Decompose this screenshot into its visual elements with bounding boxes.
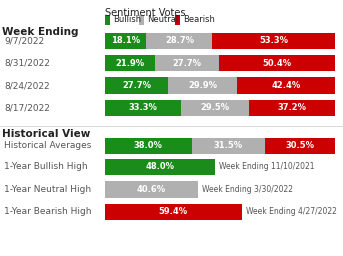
FancyBboxPatch shape xyxy=(265,138,335,154)
FancyBboxPatch shape xyxy=(105,33,146,49)
FancyBboxPatch shape xyxy=(146,33,212,49)
Text: 21.9%: 21.9% xyxy=(115,59,144,68)
Text: Historical View: Historical View xyxy=(2,129,90,139)
Text: Week Ending 3/30/2022: Week Ending 3/30/2022 xyxy=(202,185,293,194)
Text: 8/24/2022: 8/24/2022 xyxy=(4,81,50,90)
Text: 28.7%: 28.7% xyxy=(165,36,194,46)
Text: Week Ending 11/10/2021: Week Ending 11/10/2021 xyxy=(220,162,315,172)
FancyBboxPatch shape xyxy=(139,15,144,25)
FancyBboxPatch shape xyxy=(219,55,335,71)
Text: 9/7/2022: 9/7/2022 xyxy=(4,36,45,46)
Text: 27.7%: 27.7% xyxy=(173,59,202,68)
FancyBboxPatch shape xyxy=(212,33,335,49)
Text: 40.6%: 40.6% xyxy=(137,185,166,194)
Text: Week Ending 4/27/2022: Week Ending 4/27/2022 xyxy=(246,207,336,217)
FancyBboxPatch shape xyxy=(105,181,198,198)
Text: 48.0%: 48.0% xyxy=(145,162,175,172)
Text: 1-Year Bearish High: 1-Year Bearish High xyxy=(4,207,92,217)
Text: 1-Year Neutral High: 1-Year Neutral High xyxy=(4,185,92,194)
FancyBboxPatch shape xyxy=(192,138,265,154)
Text: 31.5%: 31.5% xyxy=(214,141,243,151)
Text: 42.4%: 42.4% xyxy=(272,81,301,90)
Text: 33.3%: 33.3% xyxy=(129,103,157,112)
Text: 59.4%: 59.4% xyxy=(158,207,188,217)
Text: 18.1%: 18.1% xyxy=(111,36,140,46)
Text: 29.5%: 29.5% xyxy=(201,103,230,112)
Text: Bearish: Bearish xyxy=(183,15,215,25)
FancyBboxPatch shape xyxy=(105,100,181,116)
FancyBboxPatch shape xyxy=(105,138,192,154)
FancyBboxPatch shape xyxy=(155,55,219,71)
Text: Neutral: Neutral xyxy=(147,15,178,25)
Text: 8/17/2022: 8/17/2022 xyxy=(4,103,50,112)
Text: 29.9%: 29.9% xyxy=(188,81,217,90)
FancyBboxPatch shape xyxy=(175,15,180,25)
FancyBboxPatch shape xyxy=(105,15,110,25)
FancyBboxPatch shape xyxy=(105,159,215,175)
Text: 8/31/2022: 8/31/2022 xyxy=(4,59,50,68)
Text: 50.4%: 50.4% xyxy=(262,59,292,68)
FancyBboxPatch shape xyxy=(105,204,241,220)
Text: 1-Year Bullish High: 1-Year Bullish High xyxy=(4,162,88,172)
Text: Bullish: Bullish xyxy=(113,15,141,25)
Text: 30.5%: 30.5% xyxy=(285,141,315,151)
FancyBboxPatch shape xyxy=(249,100,335,116)
Text: 37.2%: 37.2% xyxy=(278,103,307,112)
FancyBboxPatch shape xyxy=(105,55,155,71)
FancyBboxPatch shape xyxy=(181,100,249,116)
Text: 38.0%: 38.0% xyxy=(134,141,163,151)
Text: Historical Averages: Historical Averages xyxy=(4,141,92,151)
Text: Week Ending: Week Ending xyxy=(2,27,78,37)
Text: 27.7%: 27.7% xyxy=(122,81,151,90)
Text: Sentiment Votes: Sentiment Votes xyxy=(105,8,185,18)
FancyBboxPatch shape xyxy=(237,77,335,93)
FancyBboxPatch shape xyxy=(105,77,168,93)
FancyBboxPatch shape xyxy=(168,77,237,93)
Text: 53.3%: 53.3% xyxy=(259,36,288,46)
